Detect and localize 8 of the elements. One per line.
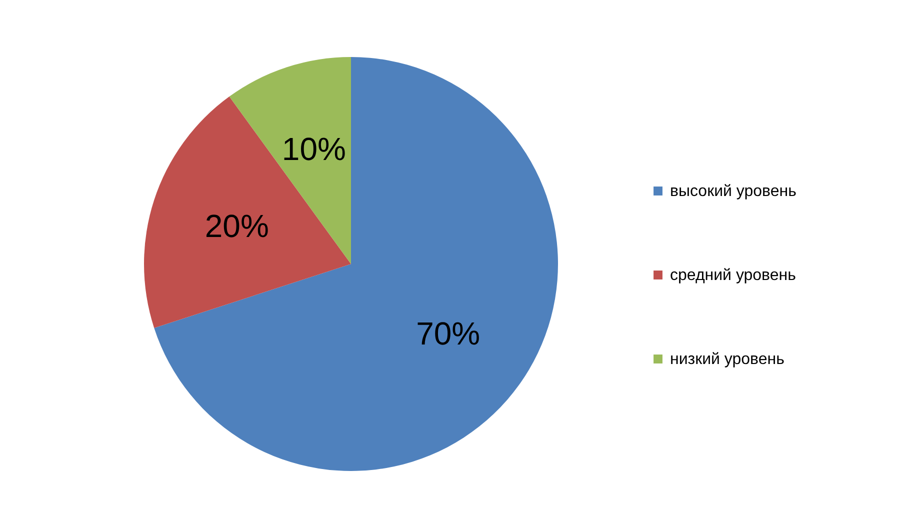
legend-label: средний уровень — [670, 267, 796, 284]
legend-label: высокий уровень — [670, 183, 796, 200]
data-label: 10% — [282, 130, 346, 167]
data-label: 20% — [204, 208, 269, 244]
legend-label: низкий уровень — [670, 351, 784, 368]
pie-slice — [154, 57, 558, 471]
data-label: 70% — [416, 316, 480, 352]
pie-slice — [144, 96, 351, 328]
